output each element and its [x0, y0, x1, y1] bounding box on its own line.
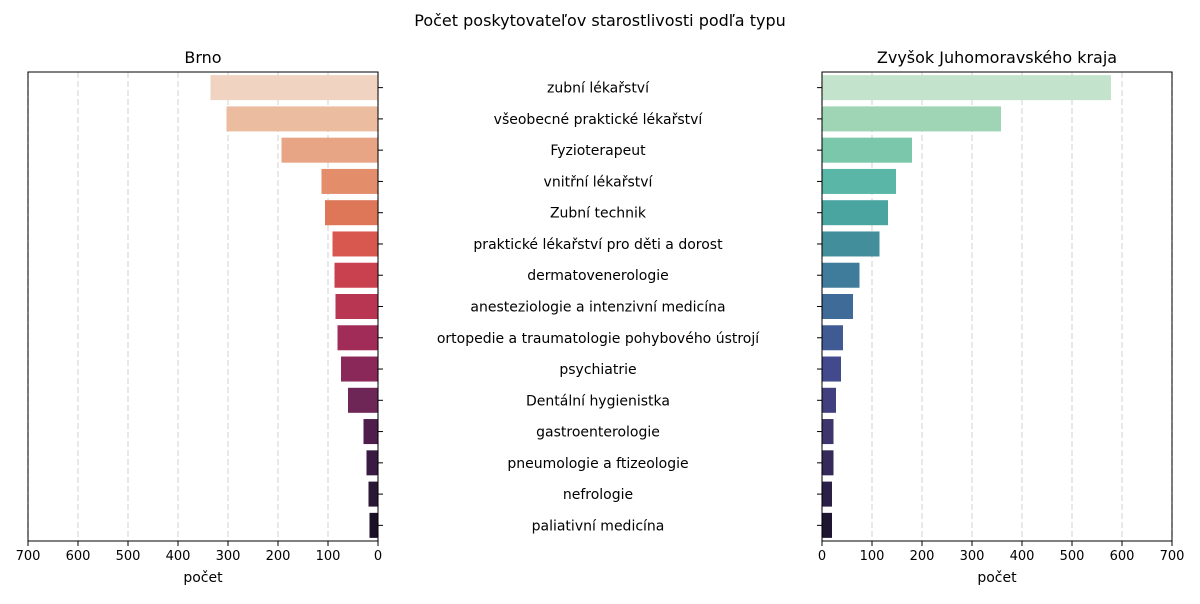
x-tick-label: 500: [1060, 549, 1085, 564]
bar: [822, 106, 1001, 132]
bar: [337, 325, 378, 351]
bar: [363, 419, 378, 445]
category-label: pneumologie a ftizeologie: [507, 456, 688, 472]
bar: [368, 481, 378, 507]
bar: [822, 387, 836, 413]
category-label: ortopedie a traumatologie pohybového úst…: [437, 331, 760, 347]
x-tick-label: 200: [266, 549, 291, 564]
bar: [332, 231, 378, 257]
bar: [348, 387, 378, 413]
bar: [226, 106, 378, 132]
x-tick-label: 400: [166, 549, 191, 564]
x-tick-label: 500: [116, 549, 141, 564]
category-label: gastroenterologie: [536, 425, 660, 441]
bar: [822, 168, 896, 194]
bar: [822, 293, 853, 320]
bar: [822, 262, 860, 288]
plot-area-brno: 700 600 500 400 300 200 100 0: [16, 71, 383, 564]
x-tick-label: 100: [316, 549, 341, 564]
bar: [369, 512, 378, 538]
bar: [321, 168, 378, 194]
category-label: dermatovenerologie: [527, 268, 669, 284]
bar: [822, 325, 843, 351]
x-tick-label: 300: [216, 549, 241, 564]
bar: [822, 137, 912, 163]
category-label: všeobecné praktické lékařství: [494, 112, 704, 128]
chart-title: Počet poskytovateľov starostlivosti podľ…: [414, 11, 785, 30]
panel-title-brno: Brno: [184, 48, 221, 67]
x-tick-label: 600: [66, 549, 91, 564]
category-label: psychiatrie: [559, 362, 636, 378]
bar: [366, 450, 378, 476]
category-label: Zubní technik: [550, 206, 647, 222]
bar: [335, 293, 378, 320]
x-axis-label-left: počet: [183, 570, 223, 586]
category-label: Fyzioterapeut: [550, 143, 646, 159]
category-label: Dentální hygienistka: [526, 393, 670, 409]
x-tick-label: 200: [910, 549, 935, 564]
x-tick-label: 700: [16, 549, 41, 564]
x-tick-label: 600: [1110, 549, 1135, 564]
bar: [822, 419, 834, 445]
bar: [822, 200, 888, 226]
x-axis-label-right: počet: [977, 570, 1017, 586]
bar: [334, 262, 378, 288]
x-tick-label: 0: [818, 549, 826, 564]
x-tick-label: 400: [1010, 549, 1035, 564]
category-label: nefrologie: [563, 487, 633, 503]
x-tick-label: 100: [860, 549, 885, 564]
bar: [325, 200, 378, 226]
category-label: praktické lékařství pro děti a dorost: [473, 237, 723, 253]
x-tick-label: 0: [374, 549, 382, 564]
category-label: zubní lékařství: [547, 81, 650, 97]
category-label: paliativní medicína: [532, 518, 665, 534]
bar: [822, 512, 832, 538]
plot-area-rest: 0 100 200 300 400 500 600 700: [817, 71, 1185, 564]
bar: [822, 356, 841, 382]
category-label: vnitřní lékařství: [544, 174, 654, 190]
x-tick-label: 300: [960, 549, 985, 564]
bar: [341, 356, 378, 382]
x-tick-label: 700: [1160, 549, 1185, 564]
category-labels: zubní lékařství všeobecné praktické lékař…: [437, 81, 760, 535]
bar: [822, 481, 832, 507]
bar: [822, 450, 834, 476]
panel-title-rest: Zvyšok Juhomoravského kraja: [877, 48, 1117, 67]
bar: [210, 75, 378, 101]
bar: [822, 75, 1111, 101]
category-label: anesteziologie a intenzivní medicína: [470, 300, 725, 316]
bar: [822, 231, 880, 257]
bar: [281, 137, 378, 163]
